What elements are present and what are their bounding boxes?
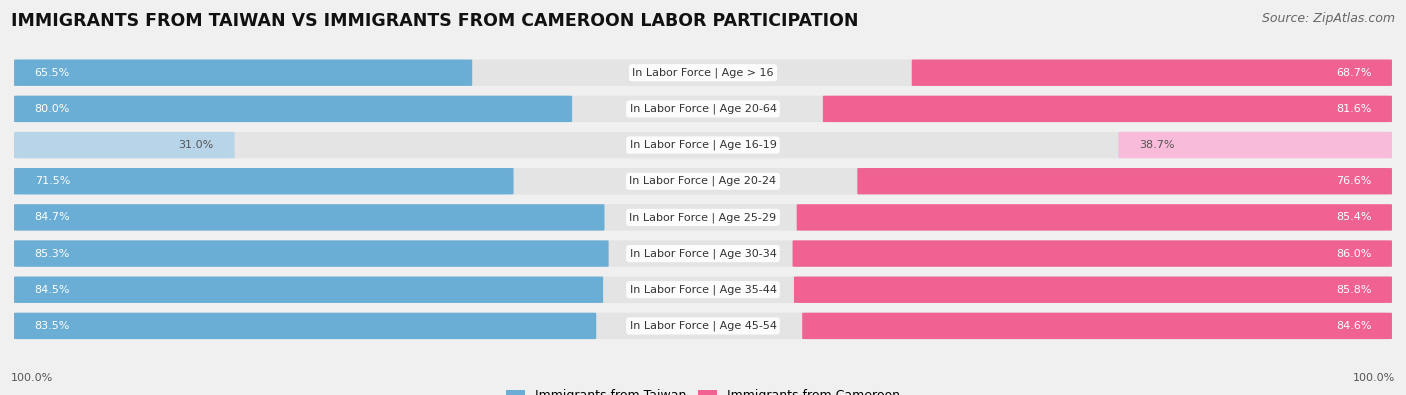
Text: 80.0%: 80.0% xyxy=(35,104,70,114)
Text: In Labor Force | Age 35-44: In Labor Force | Age 35-44 xyxy=(630,284,776,295)
FancyBboxPatch shape xyxy=(858,168,1392,194)
Text: 68.7%: 68.7% xyxy=(1336,68,1371,78)
Text: 81.6%: 81.6% xyxy=(1336,104,1371,114)
Text: IMMIGRANTS FROM TAIWAN VS IMMIGRANTS FROM CAMEROON LABOR PARTICIPATION: IMMIGRANTS FROM TAIWAN VS IMMIGRANTS FRO… xyxy=(11,12,859,30)
Text: In Labor Force | Age 30-34: In Labor Force | Age 30-34 xyxy=(630,248,776,259)
Text: 100.0%: 100.0% xyxy=(11,373,53,383)
FancyBboxPatch shape xyxy=(14,204,605,231)
Text: 76.6%: 76.6% xyxy=(1336,176,1371,186)
FancyBboxPatch shape xyxy=(14,60,472,86)
FancyBboxPatch shape xyxy=(14,168,1392,194)
FancyBboxPatch shape xyxy=(803,313,1392,339)
Legend: Immigrants from Taiwan, Immigrants from Cameroon: Immigrants from Taiwan, Immigrants from … xyxy=(501,384,905,395)
Text: 84.5%: 84.5% xyxy=(35,285,70,295)
Text: 71.5%: 71.5% xyxy=(35,176,70,186)
FancyBboxPatch shape xyxy=(911,60,1392,86)
FancyBboxPatch shape xyxy=(14,241,609,267)
Text: In Labor Force | Age 25-29: In Labor Force | Age 25-29 xyxy=(630,212,776,223)
Text: 83.5%: 83.5% xyxy=(35,321,70,331)
Text: Source: ZipAtlas.com: Source: ZipAtlas.com xyxy=(1261,12,1395,25)
Text: In Labor Force | Age 20-64: In Labor Force | Age 20-64 xyxy=(630,103,776,114)
FancyBboxPatch shape xyxy=(14,276,603,303)
Text: 86.0%: 86.0% xyxy=(1336,248,1371,259)
Text: In Labor Force | Age 16-19: In Labor Force | Age 16-19 xyxy=(630,140,776,150)
FancyBboxPatch shape xyxy=(14,168,513,194)
FancyBboxPatch shape xyxy=(1118,132,1392,158)
Text: 65.5%: 65.5% xyxy=(35,68,70,78)
Text: 85.3%: 85.3% xyxy=(35,248,70,259)
FancyBboxPatch shape xyxy=(14,276,1392,303)
FancyBboxPatch shape xyxy=(14,313,596,339)
Text: 85.4%: 85.4% xyxy=(1336,213,1371,222)
Text: 84.7%: 84.7% xyxy=(35,213,70,222)
Text: 84.6%: 84.6% xyxy=(1336,321,1371,331)
FancyBboxPatch shape xyxy=(14,241,1392,267)
FancyBboxPatch shape xyxy=(14,313,1392,339)
Text: 31.0%: 31.0% xyxy=(179,140,214,150)
Text: 38.7%: 38.7% xyxy=(1139,140,1174,150)
Text: In Labor Force | Age > 16: In Labor Force | Age > 16 xyxy=(633,68,773,78)
FancyBboxPatch shape xyxy=(14,132,235,158)
FancyBboxPatch shape xyxy=(793,241,1392,267)
Text: 100.0%: 100.0% xyxy=(1353,373,1395,383)
FancyBboxPatch shape xyxy=(14,96,1392,122)
FancyBboxPatch shape xyxy=(14,132,1392,158)
FancyBboxPatch shape xyxy=(794,276,1392,303)
FancyBboxPatch shape xyxy=(823,96,1392,122)
FancyBboxPatch shape xyxy=(14,96,572,122)
FancyBboxPatch shape xyxy=(14,60,1392,86)
Text: 85.8%: 85.8% xyxy=(1336,285,1371,295)
Text: In Labor Force | Age 20-24: In Labor Force | Age 20-24 xyxy=(630,176,776,186)
FancyBboxPatch shape xyxy=(797,204,1392,231)
FancyBboxPatch shape xyxy=(14,204,1392,231)
Text: In Labor Force | Age 45-54: In Labor Force | Age 45-54 xyxy=(630,321,776,331)
